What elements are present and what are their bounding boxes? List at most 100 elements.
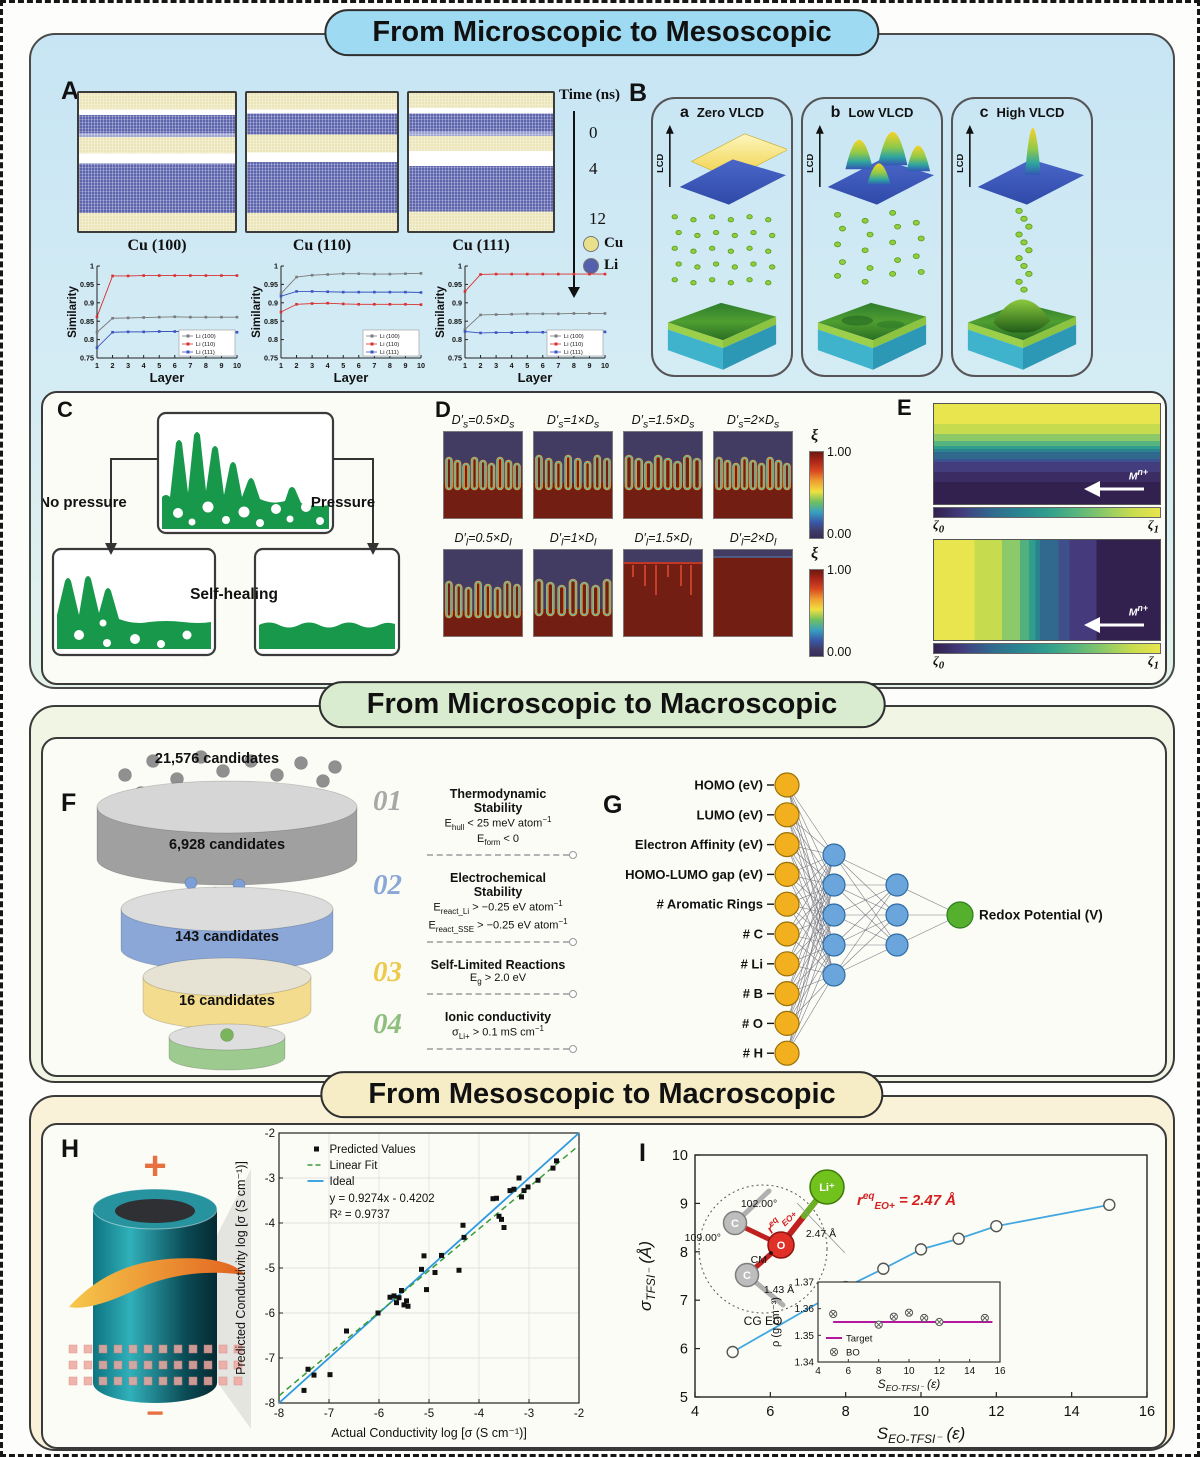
phase-field-tile: [713, 431, 793, 519]
legend-entry: Li (111): [380, 350, 399, 356]
data-point: [1103, 1198, 1116, 1212]
time-axis-label: Time (ns): [559, 87, 620, 103]
ion-flux-arrow: Mn+: [1080, 467, 1152, 499]
x-tick-label: 2: [111, 361, 115, 370]
x-tick-label: -7: [324, 1408, 334, 1420]
criterion-divider: [427, 1044, 577, 1053]
carbon-atom: [722, 1210, 748, 1236]
y-tick-label: 0.85: [264, 317, 278, 326]
li-atom-icon: [583, 257, 599, 274]
y-axis-label: Similarity: [435, 286, 447, 338]
md-snapshot-caption: Cu (100): [127, 237, 187, 254]
legend-entry: Li (110): [196, 342, 215, 348]
y-axis-label: σTFSI⁻ (Å): [636, 1241, 658, 1311]
y-tick-label: 1: [458, 262, 462, 271]
conductivity-parity-plot: -8 -7 -6 -5 -4 -3 -2 -8 -7 -6 -5 -4 -3 -2 Actual Condu…: [234, 1128, 584, 1440]
legend-linear-fit: Linear Fit: [330, 1160, 379, 1172]
no-pressure-label: No pressure: [43, 494, 127, 511]
data-point: [421, 1253, 427, 1259]
xi-min-label: 0.00: [827, 645, 852, 659]
x-tick-label: 5: [525, 361, 529, 370]
x-tick-label: 8: [204, 361, 208, 370]
self-healing-label: Self-healing: [190, 586, 278, 603]
data-point: [305, 1366, 311, 1372]
xi-max-label: 1.00: [827, 445, 852, 459]
phase-field-tile-label: D′l=0.5×Dl: [454, 531, 512, 549]
xi-colorbar-2: ξ 1.00 0.00: [809, 545, 873, 663]
inset-y-tick: 1.35: [795, 1331, 815, 1342]
input-label: # Li: [741, 956, 763, 971]
legend-li: Li: [583, 257, 618, 274]
inset-legend-bo: BO: [846, 1348, 860, 1359]
y-tick-label: 7: [680, 1293, 688, 1309]
x-tick-label: -2: [574, 1408, 584, 1420]
x-tick-label: 14: [1064, 1404, 1080, 1420]
panel-label-h: H: [61, 1135, 80, 1163]
funnel-total-count: 21,576 candidates: [155, 751, 279, 767]
lcd-surface-plot: LCD: [657, 124, 787, 205]
data-point: [952, 1232, 965, 1245]
data-point: [327, 1372, 333, 1378]
y-tick-label: 0.8: [84, 335, 94, 344]
x-axis-label: Layer: [150, 370, 185, 385]
input-node: [774, 921, 800, 947]
y-tick-label: 10: [672, 1148, 688, 1164]
data-point: [525, 1184, 531, 1190]
legend-predicted-values: Predicted Values: [330, 1144, 416, 1156]
phase-field-tile-label: D′s=1×Ds: [546, 413, 600, 431]
vlcd-card-tag: a: [679, 104, 689, 121]
input-node: [774, 981, 800, 1007]
funnel-count-1: 6,928 candidates: [169, 837, 285, 853]
input-label: # C: [743, 927, 764, 942]
x-tick-label: 2: [295, 361, 299, 370]
md-snapshot-image: [77, 91, 237, 233]
hidden-node: [885, 933, 909, 957]
criterion-04: 04 Ionic conductivity σLi+ > 0.1 mS cm−1: [373, 1009, 577, 1053]
vlcd-card-b: b Low VLCD LCD: [801, 97, 943, 377]
data-point: [387, 1294, 393, 1300]
cg-eo-label: CG EO: [744, 1314, 783, 1328]
zeta-colorbar: [933, 643, 1161, 654]
y-tick-label: 1: [274, 262, 278, 271]
similarity-chart-row: 0.75 0.8 0.85 0.9 0.95 1 1 2 3 4 5 6 7 8 9 10 Layer Simil…: [67, 259, 615, 385]
input-node: [774, 891, 800, 917]
section-title-bottom: From Mesoscopic to Macroscopic: [320, 1071, 884, 1119]
criterion-formula: Eg > 2.0 eV: [469, 971, 527, 986]
self-healing-diagram: No pressure Pressure Self-healing: [43, 411, 401, 657]
panel-label-g: G: [603, 791, 623, 819]
data-point: [394, 1300, 399, 1306]
phase-field-tile: [443, 549, 523, 637]
data-point: [432, 1270, 438, 1275]
deposit-substrate: [667, 303, 777, 371]
vlcd-card-row: a Zero VLCD LCD b Low VLCD LCD c High VLCD LCD: [651, 97, 1093, 377]
output-node: [946, 901, 974, 929]
battery-negative-terminal: −: [146, 1397, 164, 1430]
input-label: HOMO-LUMO gap (eV): [625, 867, 763, 882]
x-tick-label: 10: [233, 361, 241, 370]
vlcd-card-title: Low VLCD: [848, 105, 914, 120]
y-tick-label: -4: [265, 1218, 276, 1230]
similarity-chart-cu100: 0.75 0.8 0.85 0.9 0.95 1 1 2 3 4 5 6 7 8 9 10 Layer Simil…: [67, 262, 241, 385]
y-tick-label: -5: [265, 1263, 275, 1275]
bond-li-length: 2.47 Å: [806, 1227, 836, 1240]
funnel-count-3: 16 candidates: [179, 993, 275, 1009]
x-tick-label: 4: [691, 1404, 699, 1420]
legend-li-label: Li: [604, 257, 619, 273]
x-tick-label: 2: [479, 361, 483, 370]
vlcd-card-tag: b: [830, 104, 841, 121]
angle-top-label: 102.00°: [741, 1198, 777, 1210]
section-title-mid: From Microscopic to Macroscopic: [318, 681, 886, 729]
phase-field-tile: [533, 549, 613, 637]
x-tick-label: -4: [474, 1408, 485, 1420]
x-tick-label: 7: [556, 361, 560, 370]
time-axis-arrowhead-icon: [568, 287, 580, 298]
deposit-substrate: [817, 303, 927, 371]
y-axis-label: Predicted Conductivity log [σ (S cm⁻¹)]: [234, 1161, 248, 1375]
data-point: [375, 1310, 381, 1316]
data-point: [424, 1287, 429, 1293]
criterion-number: 03: [373, 955, 402, 988]
vlcd-card-title: High VLCD: [996, 105, 1065, 120]
x-tick-label: 8: [388, 361, 392, 370]
input-label: # Aromatic Rings: [657, 897, 763, 912]
legend-entry: Li (100): [380, 334, 400, 340]
